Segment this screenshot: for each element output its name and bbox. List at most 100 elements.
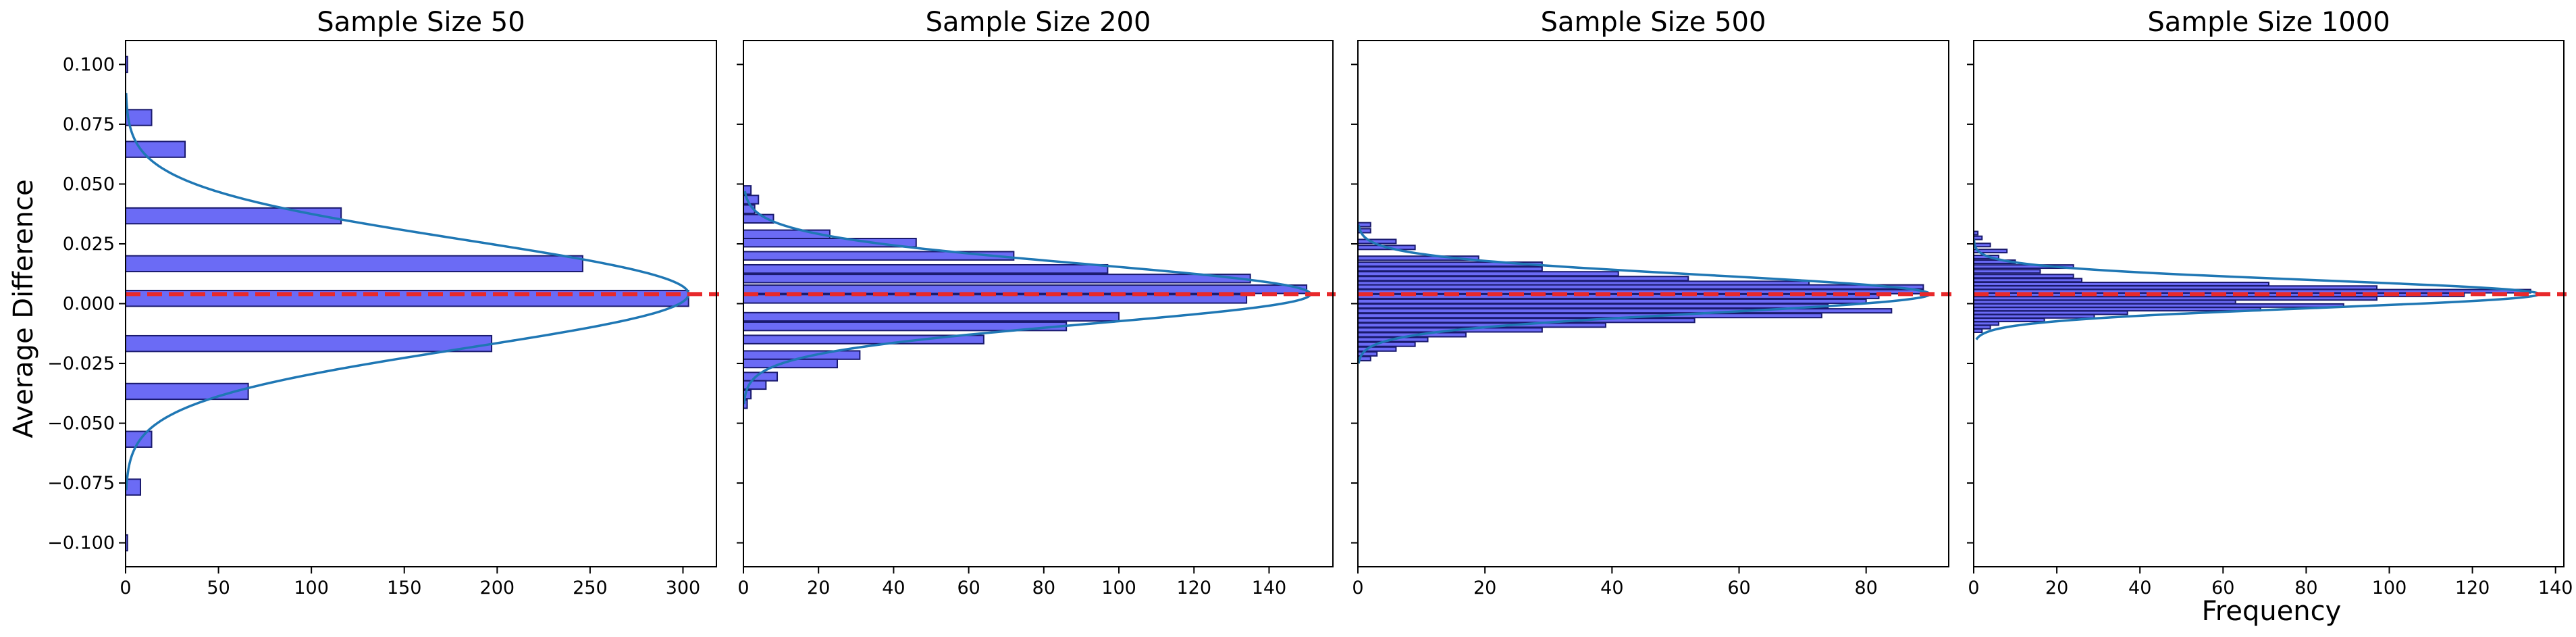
- histogram-bar: [743, 238, 917, 248]
- y-tick-label: −0.075: [47, 473, 115, 494]
- histogram-bar: [1974, 285, 2378, 290]
- y-tick-label: −0.050: [47, 413, 115, 434]
- x-tick-label: 100: [294, 578, 329, 598]
- x-tick-label: 140: [1252, 578, 1287, 598]
- x-tick-label: 250: [573, 578, 608, 598]
- x-tick-label: 20: [1473, 578, 1496, 598]
- x-tick-label: 40: [1600, 578, 1623, 598]
- subplot-4: 0 20 40 60 80 100 120 140 Sample Size 1000: [1967, 7, 2573, 598]
- y-tick-label: 0.050: [63, 174, 115, 195]
- histogram-bar: [1974, 230, 1979, 236]
- histogram-bar: [743, 274, 1251, 284]
- histogram-bar: [126, 55, 128, 74]
- x-tick-label: 140: [2538, 578, 2573, 598]
- x-tick-label: 300: [666, 578, 701, 598]
- x-tick-label: 40: [2128, 578, 2151, 598]
- histogram-bar: [743, 334, 984, 345]
- subplot-3: 0 20 40 60 80 Sample Size 500: [1351, 7, 1951, 598]
- histogram-bar: [126, 109, 153, 126]
- x-tick-label: 80: [1855, 578, 1878, 598]
- histogram-bar: [743, 185, 752, 195]
- y-tick-label: 0.100: [63, 54, 115, 75]
- subplot-title: Sample Size 50: [317, 7, 525, 38]
- histogram-bar: [126, 430, 153, 448]
- x-tick-label: 80: [2294, 578, 2317, 598]
- subplot-2: 0 20 40 60 80 100 120 140 Sample Size 200: [737, 7, 1336, 598]
- histogram-bar: [1358, 303, 1829, 309]
- plot-area: [743, 185, 1312, 409]
- histogram-bar: [1358, 238, 1397, 245]
- histogram-bar: [1974, 274, 2074, 279]
- y-tick-label: −0.025: [47, 353, 115, 374]
- histogram-bar: [1358, 276, 1689, 282]
- histogram-bar: [1358, 222, 1371, 228]
- histogram-bar: [1974, 299, 2236, 305]
- y-tick-label: 0.025: [63, 234, 115, 255]
- histogram-bar: [743, 358, 839, 369]
- histogram-bar: [1358, 284, 1924, 290]
- histogram-bar: [1358, 266, 1543, 272]
- x-tick-label: 0: [1968, 578, 1979, 598]
- x-tick-label: 100: [1101, 578, 1136, 598]
- histogram-bar: [1974, 324, 1991, 330]
- histogram-bar: [1358, 346, 1397, 352]
- plot-area: [1358, 222, 1931, 364]
- x-tick-label: 50: [207, 578, 230, 598]
- histogram-bar: [1974, 288, 2531, 294]
- y-tick-label: −0.100: [47, 533, 115, 554]
- histogram-bar: [1974, 313, 2095, 319]
- histogram-bar: [126, 478, 142, 496]
- histogram-bar: [1358, 271, 1619, 277]
- x-tick-label: 200: [480, 578, 515, 598]
- density-curve: [1974, 238, 2540, 340]
- x-tick-label: 0: [120, 578, 131, 598]
- y-tick-label: 0.000: [63, 294, 115, 315]
- histogram-bar: [1974, 243, 1991, 248]
- histogram-bar: [1358, 341, 1416, 347]
- y-tick-label: 0.075: [63, 114, 115, 135]
- histogram-bar: [1358, 308, 1893, 314]
- histogram-bar: [1358, 255, 1479, 261]
- x-tick-label: 120: [1176, 578, 1211, 598]
- x-tick-label: 0: [1352, 578, 1363, 598]
- histogram-bar: [1358, 355, 1371, 361]
- histogram-bar: [126, 141, 186, 158]
- histogram-bar: [1358, 228, 1371, 234]
- histogram-bar: [1974, 281, 2269, 286]
- density-curve: [743, 190, 1312, 405]
- subplot-title: Sample Size 200: [926, 7, 1151, 38]
- histogram-bar: [743, 251, 1015, 261]
- x-tick-label: 40: [882, 578, 905, 598]
- histogram-bar: [1974, 307, 2261, 312]
- histogram-bar: [1974, 310, 2128, 315]
- density-curve: [126, 93, 690, 490]
- x-tick-label: 60: [2211, 578, 2234, 598]
- histogram-bar: [126, 334, 493, 353]
- subplot-title: Sample Size 1000: [2147, 7, 2390, 38]
- plot-area: [1974, 230, 2540, 340]
- histogram-bar: [1974, 317, 2045, 323]
- histogram-bar: [1974, 235, 1983, 240]
- histogram-bar: [126, 207, 342, 225]
- histogram-bar: [1974, 321, 1999, 326]
- subplot-title: Sample Size 500: [1541, 7, 1766, 38]
- histogram-bar: [126, 382, 249, 401]
- histogram-bar: [126, 534, 128, 552]
- histogram-bar: [1974, 249, 2008, 254]
- x-tick-label: 0: [737, 578, 749, 598]
- x-tick-label: 100: [2372, 578, 2407, 598]
- x-tick-label: 20: [807, 578, 830, 598]
- subplot-1: 0 50 100 150 200 250 300 0.100 0.075 0.050 0.025 0.…: [47, 7, 719, 598]
- histogram-bar: [1358, 317, 1696, 324]
- histogram-bar: [1358, 298, 1867, 304]
- x-tick-label: 60: [957, 578, 980, 598]
- histogram-bar: [1974, 328, 1983, 333]
- plot-area: [126, 55, 690, 552]
- x-tick-label: 150: [387, 578, 422, 598]
- histogram-bar: [1358, 313, 1822, 319]
- y-axis-label: Average Difference: [8, 179, 39, 438]
- histogram-bar: [1974, 278, 2083, 283]
- x-tick-label: 20: [2045, 578, 2068, 598]
- histogram-bar: [1974, 269, 2041, 274]
